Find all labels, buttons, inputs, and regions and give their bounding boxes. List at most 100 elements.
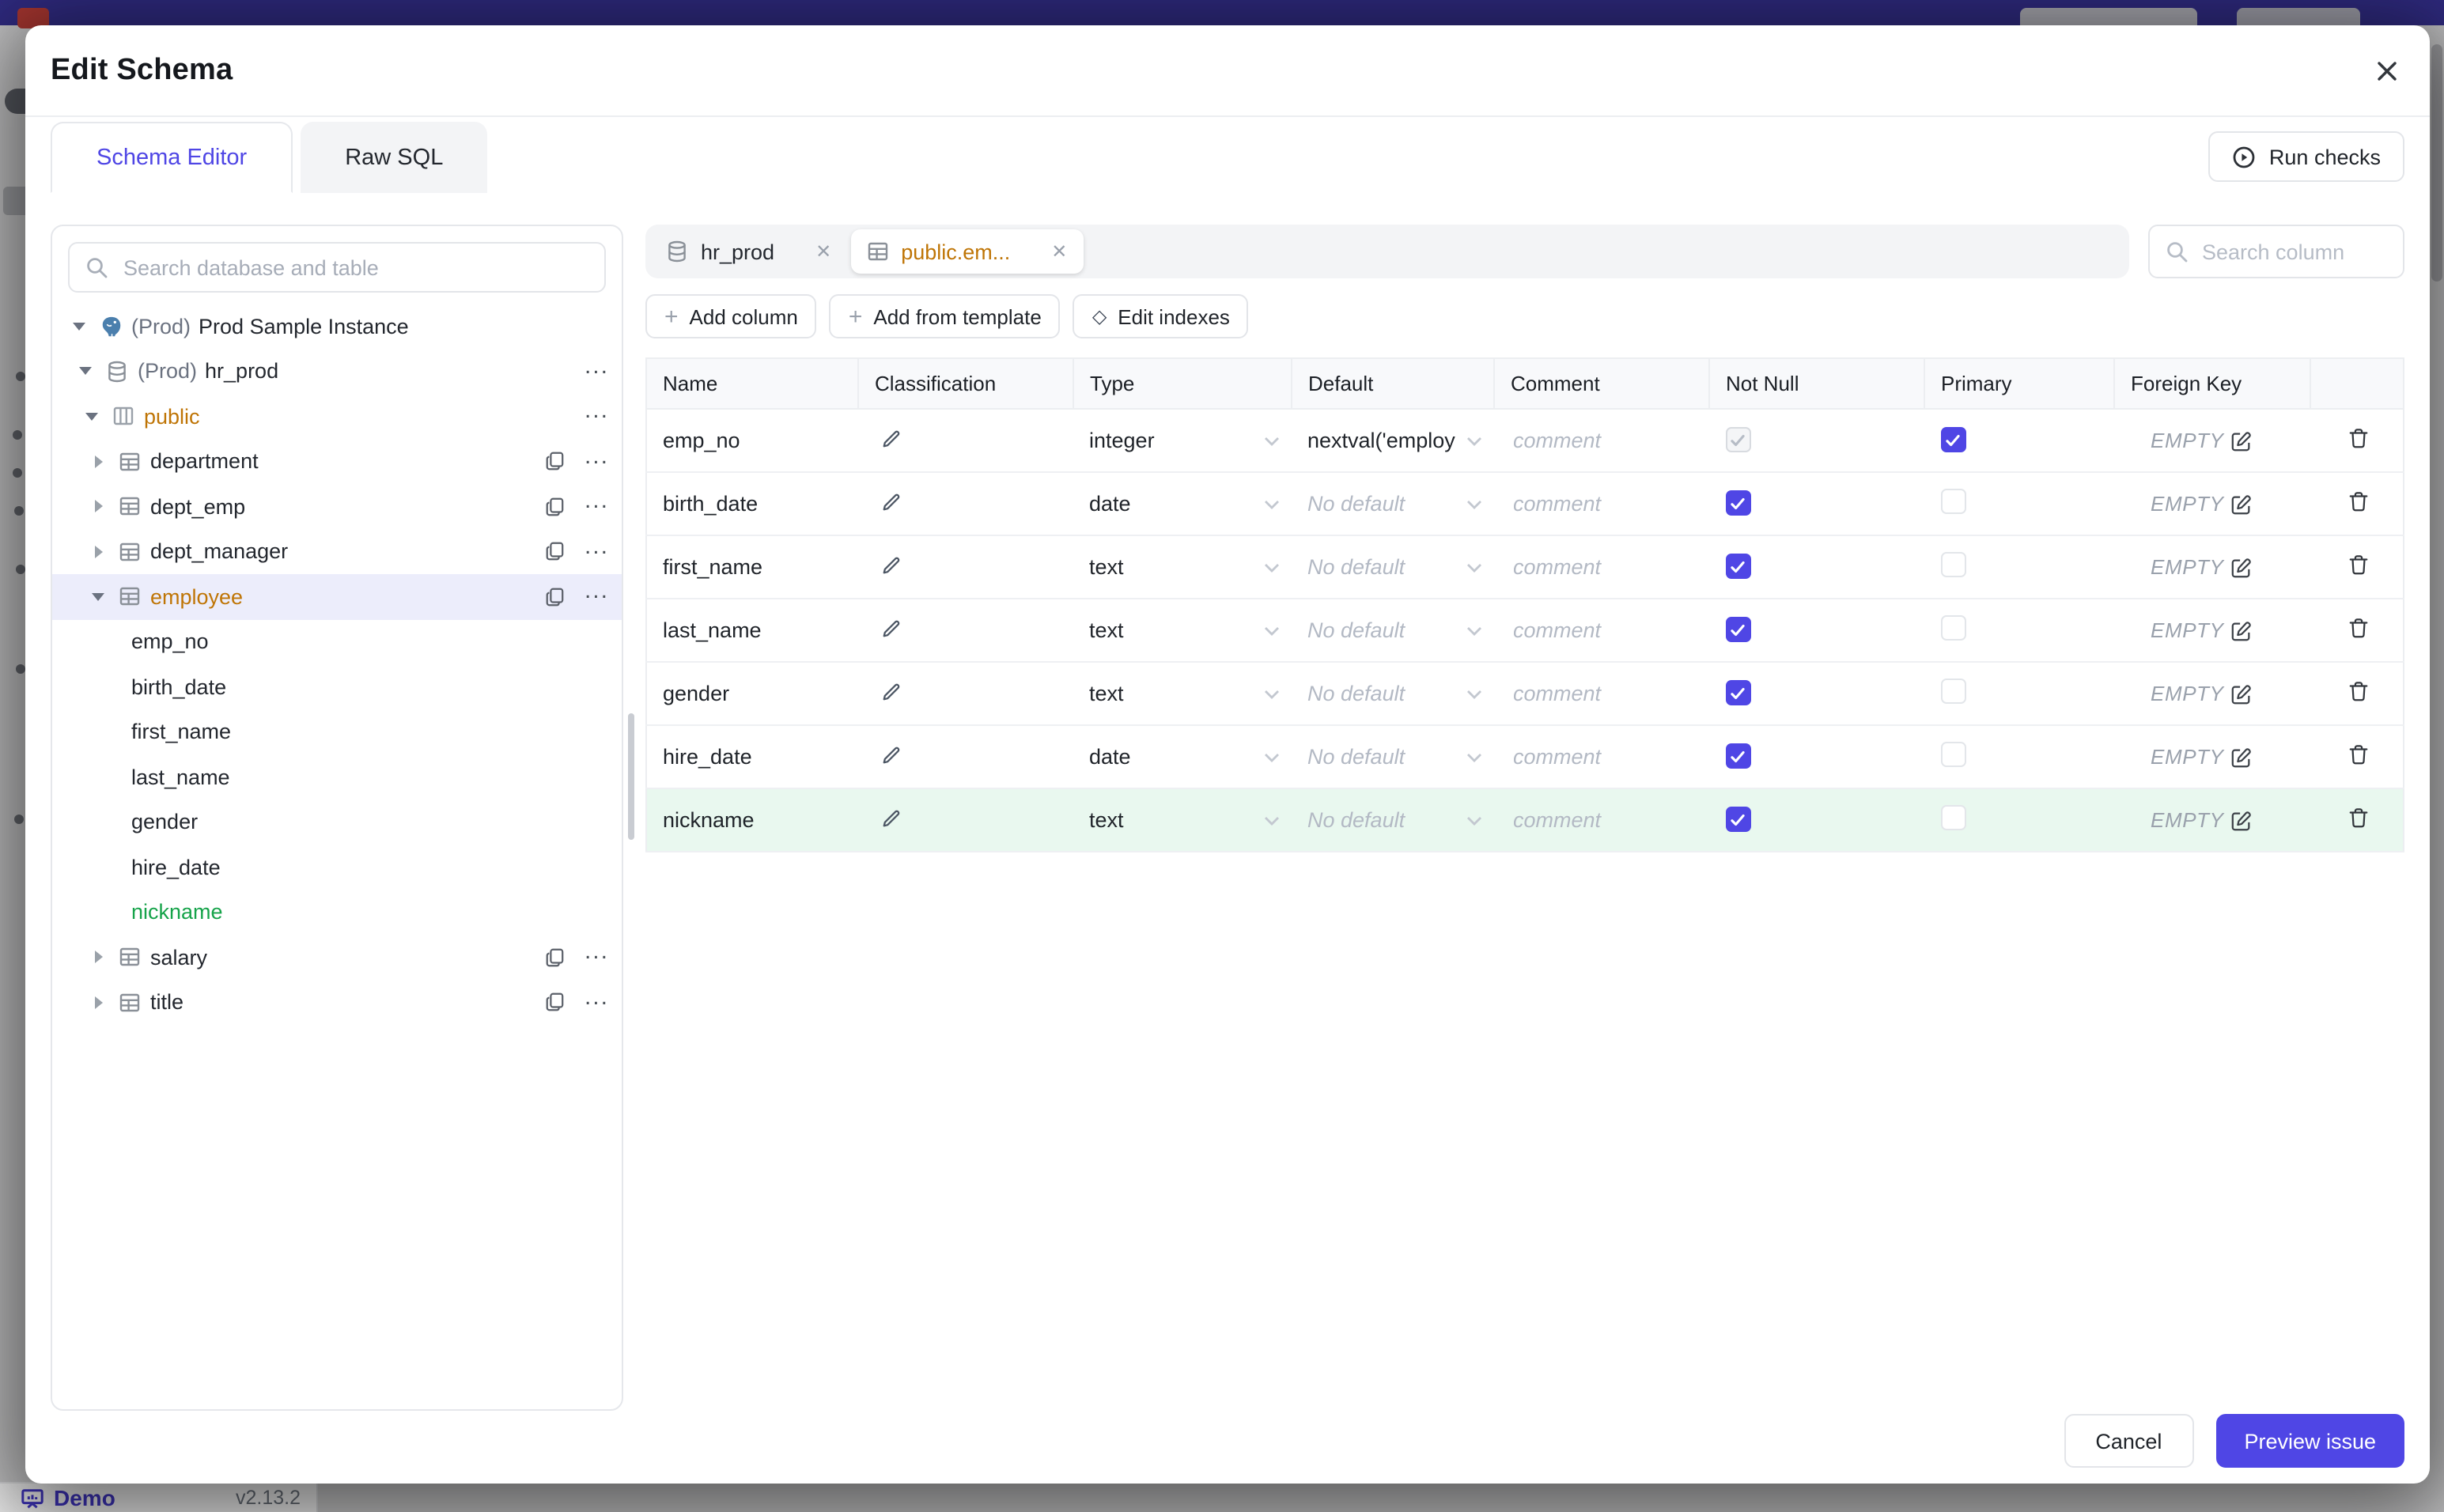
primary-checkbox[interactable]: [1940, 742, 1965, 767]
tab-chip-public-employee[interactable]: public.em... ✕: [850, 229, 1084, 274]
tab-chip-hr-prod[interactable]: hr_prod ✕: [650, 229, 847, 274]
tree-caret-icon[interactable]: [74, 367, 96, 376]
database-search-input[interactable]: [120, 254, 588, 281]
default-select[interactable]: No default: [1307, 492, 1481, 516]
tree-item-salary[interactable]: salary ...: [52, 935, 622, 980]
column-search[interactable]: [2148, 225, 2404, 278]
tree-item-public[interactable]: public ...: [52, 394, 622, 439]
not-null-checkbox[interactable]: [1725, 617, 1750, 643]
default-select[interactable]: No default: [1307, 618, 1481, 642]
add-column-button[interactable]: + Add column: [645, 294, 817, 338]
classification-pencil-icon[interactable]: [880, 554, 901, 575]
sidebar-scrollbar[interactable]: [628, 713, 634, 840]
column-name[interactable]: birth_date: [663, 492, 759, 516]
tree-item-title[interactable]: title ...: [52, 980, 622, 1025]
not-null-checkbox[interactable]: [1725, 490, 1750, 516]
ellipsis-icon[interactable]: ...: [584, 532, 609, 560]
not-null-checkbox[interactable]: [1725, 554, 1750, 580]
tab-raw-sql[interactable]: Raw SQL: [301, 122, 488, 193]
default-select[interactable]: No default: [1307, 745, 1481, 769]
copy-icon[interactable]: [545, 542, 566, 562]
ellipsis-icon[interactable]: ...: [584, 938, 609, 966]
add-from-template-button[interactable]: + Add from template: [829, 294, 1061, 338]
trash-icon[interactable]: [2348, 490, 2370, 512]
tree-item-last-name[interactable]: last_name ...: [52, 754, 622, 799]
run-checks-button[interactable]: Run checks: [2208, 131, 2404, 182]
default-select[interactable]: No default: [1307, 555, 1481, 579]
foreign-key-edit-icon[interactable]: [2230, 619, 2253, 641]
tree-item-gender[interactable]: gender ...: [52, 799, 622, 845]
trash-icon[interactable]: [2348, 680, 2370, 702]
type-select[interactable]: date: [1089, 745, 1279, 769]
page-scrollbar[interactable]: [2431, 44, 2442, 282]
trash-icon[interactable]: [2348, 554, 2370, 576]
tree-item-employee[interactable]: employee ...: [52, 574, 622, 619]
classification-pencil-icon[interactable]: [880, 618, 901, 638]
cancel-button[interactable]: Cancel: [2064, 1414, 2194, 1468]
ellipsis-icon[interactable]: ...: [584, 983, 609, 1011]
type-select[interactable]: date: [1089, 492, 1279, 516]
tree-item-hire-date[interactable]: hire_date ...: [52, 845, 622, 890]
foreign-key-edit-icon[interactable]: [2230, 493, 2253, 515]
primary-checkbox[interactable]: [1940, 679, 1965, 704]
default-select[interactable]: No default: [1307, 808, 1481, 832]
foreign-key-edit-icon[interactable]: [2230, 682, 2253, 705]
type-select[interactable]: text: [1089, 618, 1279, 642]
comment-input[interactable]: [1510, 743, 1703, 770]
tree-item-dept-manager[interactable]: dept_manager ...: [52, 529, 622, 574]
trash-icon[interactable]: [2348, 617, 2370, 639]
tree-caret-icon[interactable]: [87, 592, 109, 601]
type-select[interactable]: text: [1089, 555, 1279, 579]
tree-item-first-name[interactable]: first_name ...: [52, 709, 622, 754]
primary-checkbox[interactable]: [1940, 489, 1965, 514]
ellipsis-icon[interactable]: ...: [584, 442, 609, 470]
type-select[interactable]: integer: [1089, 429, 1279, 452]
default-select[interactable]: No default: [1307, 682, 1481, 705]
trash-icon[interactable]: [2348, 807, 2370, 829]
classification-pencil-icon[interactable]: [880, 491, 901, 512]
primary-checkbox[interactable]: [1940, 615, 1965, 641]
classification-pencil-icon[interactable]: [880, 428, 901, 448]
trash-icon[interactable]: [2348, 427, 2370, 449]
tree-caret-icon[interactable]: [81, 412, 103, 421]
close-icon[interactable]: [2370, 53, 2404, 88]
tree-item-hr-prod[interactable]: (Prod) hr_prod ...: [52, 349, 622, 394]
primary-checkbox[interactable]: [1940, 805, 1965, 830]
not-null-checkbox[interactable]: [1725, 427, 1750, 453]
not-null-checkbox[interactable]: [1725, 807, 1750, 833]
column-name[interactable]: last_name: [663, 618, 762, 642]
classification-pencil-icon[interactable]: [880, 807, 901, 828]
type-select[interactable]: text: [1089, 682, 1279, 705]
column-name[interactable]: emp_no: [663, 429, 740, 452]
copy-icon[interactable]: [545, 497, 566, 517]
classification-pencil-icon[interactable]: [880, 744, 901, 765]
foreign-key-edit-icon[interactable]: [2230, 809, 2253, 831]
ellipsis-icon[interactable]: ...: [584, 487, 609, 515]
not-null-checkbox[interactable]: [1725, 743, 1750, 769]
comment-input[interactable]: [1510, 680, 1703, 707]
close-icon[interactable]: ✕: [815, 240, 832, 263]
comment-input[interactable]: [1510, 807, 1703, 833]
demo-link[interactable]: Demo: [21, 1485, 115, 1510]
trash-icon[interactable]: [2348, 743, 2370, 765]
primary-checkbox[interactable]: [1940, 427, 1965, 453]
ellipsis-icon[interactable]: ...: [584, 577, 609, 605]
not-null-checkbox[interactable]: [1725, 680, 1750, 706]
preview-issue-button[interactable]: Preview issue: [2215, 1414, 2404, 1468]
copy-icon[interactable]: [545, 587, 566, 607]
column-name[interactable]: nickname: [663, 808, 755, 832]
comment-input[interactable]: [1510, 490, 1703, 517]
tab-schema-editor[interactable]: Schema Editor: [51, 122, 293, 193]
tree-item-emp-no[interactable]: emp_no ...: [52, 619, 622, 664]
ellipsis-icon[interactable]: ...: [584, 397, 609, 425]
tree-caret-icon[interactable]: [87, 545, 109, 558]
copy-icon[interactable]: [545, 992, 566, 1013]
comment-input[interactable]: [1510, 617, 1703, 644]
copy-icon[interactable]: [545, 452, 566, 472]
database-search[interactable]: [68, 242, 606, 293]
edit-indexes-button[interactable]: ◇ Edit indexes: [1073, 294, 1249, 338]
ellipsis-icon[interactable]: ...: [584, 352, 609, 380]
comment-input[interactable]: [1510, 427, 1703, 454]
tree-item-birth-date[interactable]: birth_date ...: [52, 664, 622, 709]
copy-icon[interactable]: [545, 947, 566, 968]
